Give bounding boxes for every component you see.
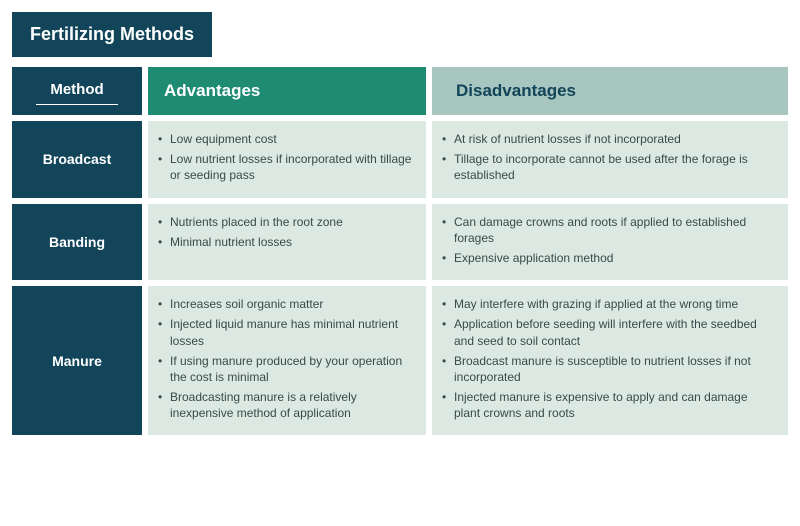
col-header-disadvantages: Disadvantages [432,67,788,115]
banding-advantages: Nutrients placed in the root zone Minima… [148,204,426,281]
method-broadcast: Broadcast [12,121,142,198]
manure-advantages: Increases soil organic matter Injected l… [148,286,426,435]
list-item: Injected liquid manure has minimal nutri… [158,316,412,348]
method-banding: Banding [12,204,142,281]
list-item: Low nutrient losses if incorporated with… [158,151,412,183]
list-item: Tillage to incorporate cannot be used af… [442,151,774,183]
list-item: Injected manure is expensive to apply an… [442,389,774,421]
list-item: Application before seeding will interfer… [442,316,774,348]
banding-disadvantages: Can damage crowns and roots if applied t… [432,204,788,281]
broadcast-advantages: Low equipment cost Low nutrient losses i… [148,121,426,198]
list-item: Minimal nutrient losses [158,234,412,250]
list-item: Nutrients placed in the root zone [158,214,412,230]
page-title: Fertilizing Methods [12,12,212,57]
list-item: Expensive application method [442,250,774,266]
list-item: Broadcast manure is susceptible to nutri… [442,353,774,385]
method-manure: Manure [12,286,142,435]
col-header-advantages: Advantages [148,67,426,115]
list-item: At risk of nutrient losses if not incorp… [442,131,774,147]
list-item: Increases soil organic matter [158,296,412,312]
list-item: Low equipment cost [158,131,412,147]
manure-disadvantages: May interfere with grazing if applied at… [432,286,788,435]
broadcast-disadvantages: At risk of nutrient losses if not incorp… [432,121,788,198]
list-item: Can damage crowns and roots if applied t… [442,214,774,246]
list-item: May interfere with grazing if applied at… [442,296,774,312]
list-item: Broadcasting manure is a relatively inex… [158,389,412,421]
methods-table: Method Advantages Disadvantages Broadcas… [12,67,788,435]
list-item: If using manure produced by your operati… [158,353,412,385]
col-header-method: Method [12,67,142,115]
